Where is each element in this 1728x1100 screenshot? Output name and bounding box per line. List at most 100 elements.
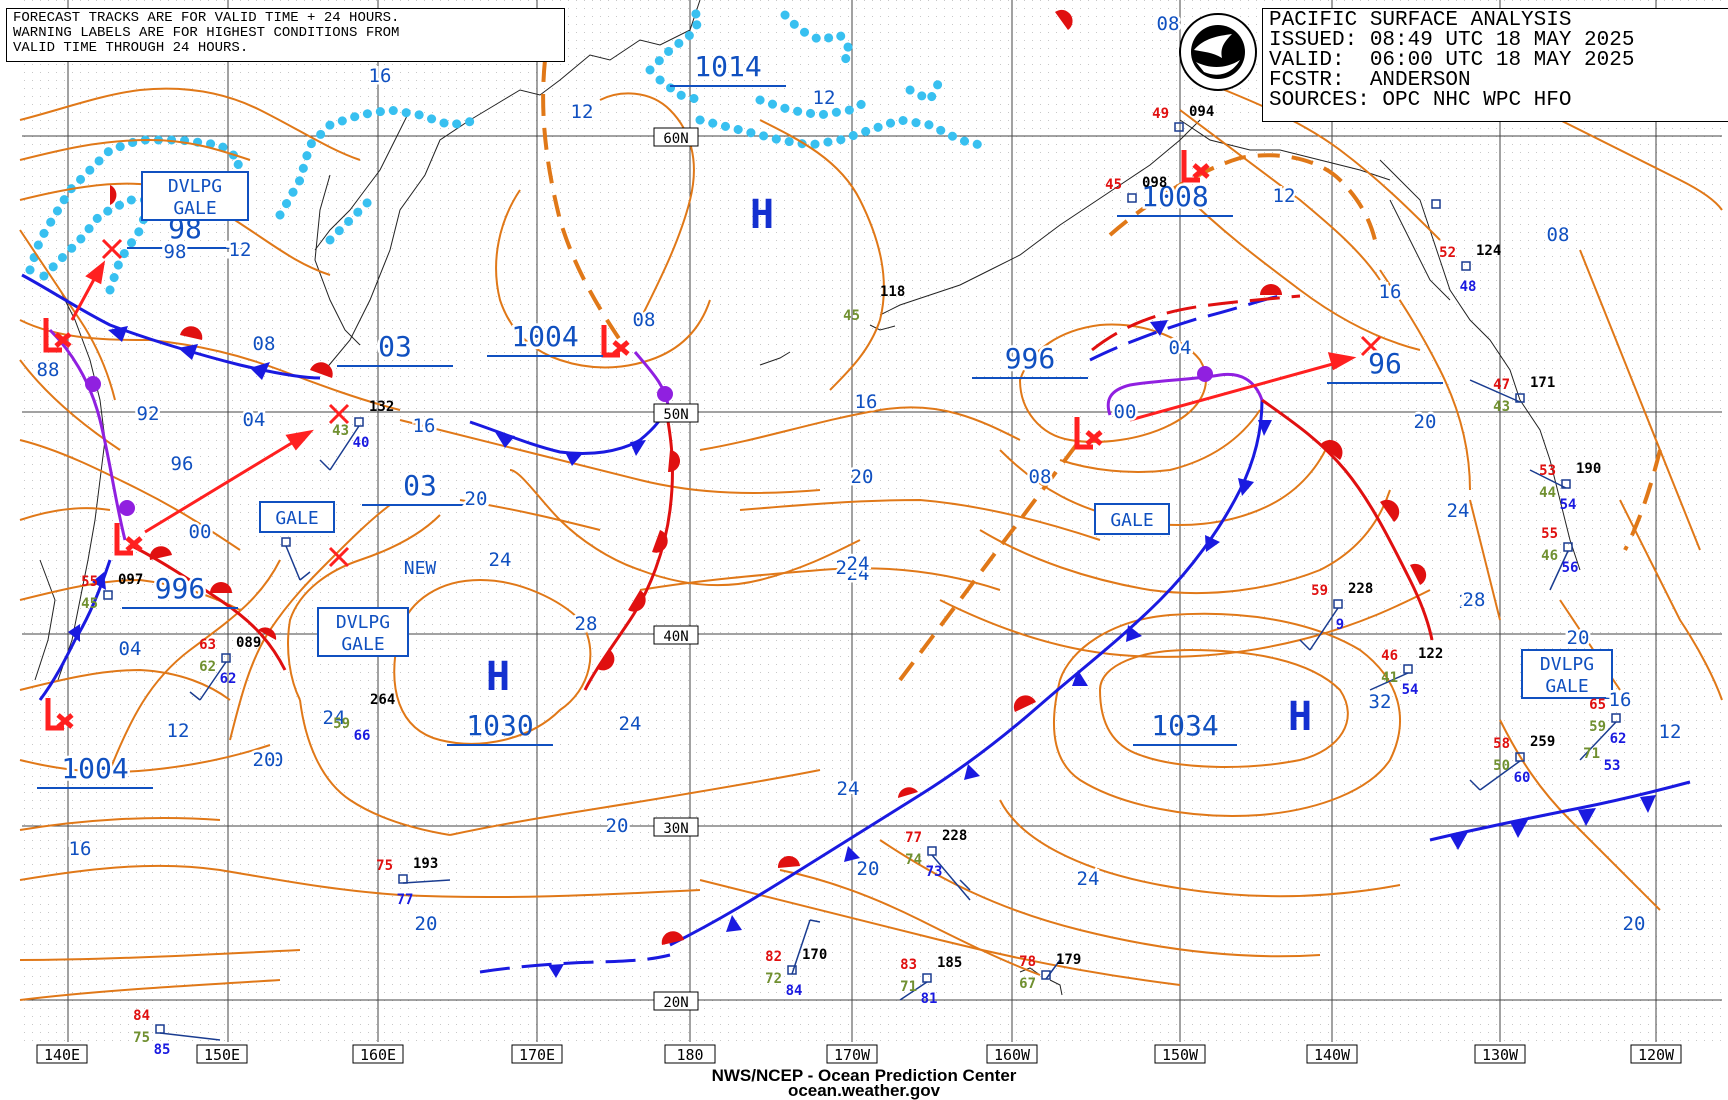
- station-dewpoint: 71: [900, 979, 917, 995]
- isobar-label: 00: [189, 521, 212, 543]
- footer-url: ocean.weather.gov: [787, 1081, 941, 1100]
- sources-line: SOURCES: OPC NHC WPC HFO: [1269, 89, 1572, 112]
- pressure-center-value: 1008: [1141, 180, 1208, 213]
- storm-tracks: [70, 260, 1357, 534]
- station-pressure: 098: [1142, 175, 1167, 191]
- station-air-temp: 47: [1493, 377, 1510, 393]
- warning-box: [1094, 503, 1170, 535]
- isobar-label: 24: [1447, 500, 1470, 522]
- isobar-label: 24: [323, 707, 346, 729]
- station-sea-temp: 84: [786, 983, 803, 999]
- station-air-temp: 65: [1589, 697, 1606, 713]
- station-pressure: 118: [880, 284, 905, 300]
- note-line-3: VALID TIME THROUGH 24 HOURS.: [13, 40, 249, 56]
- isobar-label: 88: [37, 359, 60, 381]
- valid-line: VALID: 06:00 UTC 18 MAY 2025: [1269, 49, 1635, 72]
- station-pressure: 097: [118, 572, 143, 588]
- station-air-temp: 82: [765, 949, 782, 965]
- station-dewpoint: 43: [332, 423, 349, 439]
- warning-label-line1: DVLPG: [336, 612, 390, 633]
- warm-fronts: [110, 9, 1434, 945]
- station-dewpoint: 45: [843, 308, 860, 324]
- station-sea-temp: 81: [921, 991, 938, 1007]
- low-center-symbols: [43, 150, 1210, 731]
- station-air-temp: 75: [376, 858, 393, 874]
- isobar-label: 12: [813, 87, 836, 109]
- warning-label: GALE: [1110, 510, 1153, 531]
- station-air-temp: 55: [1541, 526, 1558, 542]
- longitude-label: 170W: [834, 1046, 871, 1064]
- pressure-center-value: 1034: [1151, 709, 1218, 742]
- station-air-temp: 46: [1381, 648, 1398, 664]
- station-air-temp: 53: [1539, 463, 1556, 479]
- station-dewpoint: 43: [1493, 399, 1510, 415]
- high-pressure-symbol: H: [750, 192, 774, 238]
- isobar-label: 20: [261, 749, 284, 771]
- longitude-label: 180: [676, 1046, 703, 1064]
- isobar-label: 08: [633, 309, 656, 331]
- longitude-label: 170E: [519, 1046, 555, 1064]
- latitude-label: 60N: [663, 131, 688, 147]
- longitude-label-box: [1474, 1044, 1526, 1064]
- isobar-label: 12: [1659, 721, 1682, 743]
- warning-label-line2: GALE: [341, 634, 384, 655]
- isobar-label: 08: [253, 333, 276, 355]
- isobar-label: 08: [1157, 13, 1180, 35]
- pressure-center-value: 1014: [694, 50, 761, 83]
- new-low-label: NEW: [404, 558, 437, 579]
- pressure-center-value: 1004: [511, 320, 578, 353]
- station-pressure: 124: [1476, 243, 1501, 259]
- isobar-label: 96: [171, 453, 194, 475]
- isobar-label: 04: [243, 409, 266, 431]
- longitude-label-box: [196, 1044, 248, 1064]
- isobar-label: 28: [575, 613, 598, 635]
- latitude-label: 50N: [663, 407, 688, 423]
- station-sea-temp: 85: [154, 1042, 171, 1058]
- isobar-label: 20: [851, 466, 874, 488]
- longitude-label-box: [1154, 1044, 1206, 1064]
- warning-label-line1: DVLPG: [168, 176, 222, 197]
- station-pressure: 193: [413, 856, 438, 872]
- isobar-label: 16: [413, 415, 436, 437]
- warning-label-line1: DVLPG: [1540, 654, 1594, 675]
- longitude-label: 140W: [1314, 1046, 1351, 1064]
- station-sea-temp: 54: [1560, 497, 1577, 513]
- analysis-title-block: PACIFIC SURFACE ANALYSIS ISSUED: 08:49 UT…: [1262, 8, 1728, 122]
- station-air-temp: 49: [1152, 106, 1169, 122]
- isobar-label: 16: [69, 838, 92, 860]
- isobar-label: 12: [167, 720, 190, 742]
- ice-edge: [25, 0, 985, 295]
- station-pressure: 089: [236, 635, 261, 651]
- isobar-label: 24: [847, 563, 870, 585]
- pressure-center-value: 1030: [466, 709, 533, 742]
- station-sea-temp: 56: [1562, 560, 1579, 576]
- latitude-label-box: [653, 127, 699, 147]
- high-pressure-symbol: H: [486, 654, 510, 700]
- noaa-logo: [1179, 13, 1257, 91]
- isobar-label: 20: [466, 489, 489, 511]
- footer-agency: NWS/NCEP - Ocean Prediction Center: [711, 1066, 1017, 1085]
- latitude-label-box: [653, 625, 699, 645]
- warning-label-line2: GALE: [1545, 676, 1588, 697]
- title-line: PACIFIC SURFACE ANALYSIS: [1269, 9, 1572, 32]
- longitude-label-box: [511, 1044, 563, 1064]
- station-pressure: 190: [1576, 461, 1601, 477]
- isobar-label: 20: [1623, 913, 1646, 935]
- station-sea-temp: 77: [397, 892, 414, 908]
- isobar-label: 20: [857, 858, 880, 880]
- station-pressure: 122: [1418, 646, 1443, 662]
- pressure-center-value: 03: [378, 330, 412, 363]
- station-sea-temp: 54: [1402, 682, 1419, 698]
- station-dewpoint: 75: [133, 1030, 150, 1046]
- isobar-label: 28: [1459, 591, 1482, 613]
- station-air-temp: 78: [1019, 954, 1036, 970]
- station-dewpoint: 59: [333, 716, 350, 732]
- warning-label-line2: GALE: [173, 198, 216, 219]
- longitude-label: 150W: [1162, 1046, 1199, 1064]
- isobar-label: 12: [227, 239, 250, 261]
- isobar-label: 00: [1114, 401, 1137, 423]
- station-dewpoint: 41: [1381, 670, 1398, 686]
- station-air-temp: 52: [1439, 245, 1456, 261]
- warning-box: [317, 607, 409, 657]
- station-dewpoint: 71: [1583, 746, 1600, 762]
